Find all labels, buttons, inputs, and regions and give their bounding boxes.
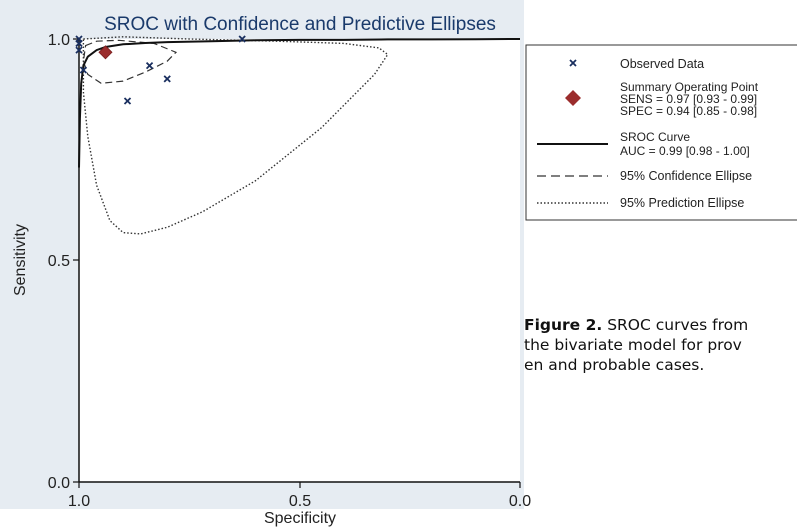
observed-point-stroke bbox=[75, 46, 83, 54]
observed-point-stroke bbox=[163, 75, 171, 83]
observed-point bbox=[79, 66, 88, 74]
legend-sroc-label-2: AUC = 0.99 [0.98 - 1.00] bbox=[620, 144, 750, 158]
observed-point-stroke bbox=[75, 39, 83, 48]
legend-prediction-label: 95% Prediction Ellipse bbox=[620, 196, 744, 210]
observed-point-stroke bbox=[123, 97, 132, 105]
x-tick-label: 1.0 bbox=[68, 493, 90, 510]
observed-point-stroke bbox=[238, 35, 246, 43]
legend-summary-marker bbox=[565, 90, 581, 106]
figure-caption: Figure 2. SROC curves from the bivariate… bbox=[524, 315, 797, 375]
summary-point bbox=[98, 45, 113, 60]
legend-sroc-label-1: SROC Curve bbox=[620, 130, 690, 144]
legend: Observed Data Summary Operating Point SE… bbox=[525, 44, 797, 221]
legend-confidence-label: 95% Confidence Ellipse bbox=[620, 169, 752, 183]
observed-point bbox=[123, 97, 132, 105]
observed-point bbox=[75, 46, 83, 54]
chart-marks bbox=[75, 35, 521, 235]
observed-point bbox=[145, 61, 154, 70]
legend-summary-label-3: SPEC = 0.94 [0.85 - 0.98] bbox=[620, 104, 757, 118]
caption-text-1: SROC curves from bbox=[602, 316, 749, 334]
observed-point bbox=[75, 39, 83, 48]
y-axis-title: Sensitivity bbox=[12, 224, 29, 296]
legend-box bbox=[525, 44, 797, 221]
caption-line-2: the bivariate model for prov bbox=[524, 336, 742, 354]
x-axis-title: Specificity bbox=[264, 510, 336, 527]
observed-point bbox=[163, 75, 171, 83]
observed-point-stroke bbox=[145, 61, 154, 70]
y-tick-label: 1.0 bbox=[48, 32, 70, 49]
y-tick-label: 0.0 bbox=[48, 475, 70, 492]
legend-observed-label: Observed Data bbox=[620, 57, 704, 71]
observed-point-stroke bbox=[79, 66, 88, 74]
plot-area bbox=[79, 39, 520, 482]
x-tick-label: 0.0 bbox=[509, 493, 531, 510]
caption-line-3: en and probable cases. bbox=[524, 356, 705, 374]
legend-summary-label-1: Summary Operating Point bbox=[620, 80, 759, 94]
prediction-ellipse bbox=[82, 36, 389, 235]
legend-summary-label-2: SENS = 0.97 [0.93 - 0.99] bbox=[620, 92, 757, 106]
y-tick-label: 0.5 bbox=[48, 253, 70, 270]
legend-observed-marker bbox=[569, 59, 577, 67]
caption-line-1: Figure 2. SROC curves from bbox=[524, 315, 797, 335]
caption-label: Figure 2. bbox=[524, 316, 603, 334]
observed-point bbox=[238, 35, 246, 43]
chart-title: SROC with Confidence and Predictive Elli… bbox=[104, 14, 496, 35]
x-tick-label: 0.5 bbox=[289, 493, 311, 510]
